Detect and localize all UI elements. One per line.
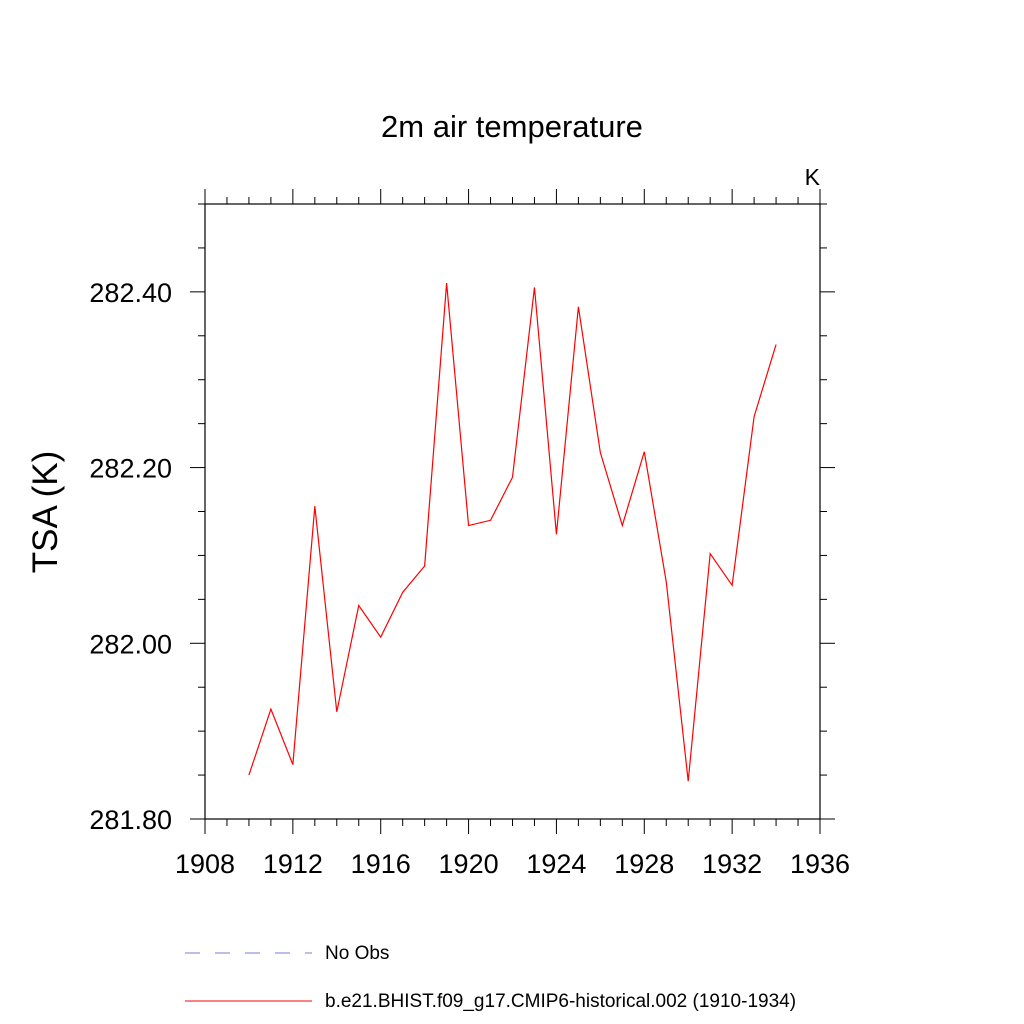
y-tick-label: 282.20: [89, 454, 172, 484]
legend-label-1: b.e21.BHIST.f09_g17.CMIP6-historical.002…: [325, 991, 796, 1012]
x-tick-label: 1932: [702, 849, 762, 879]
series-line-1: [248, 283, 777, 782]
y-tick-label: 281.80: [89, 805, 172, 835]
x-tick-label: 1928: [614, 849, 674, 879]
x-tick-label: 1912: [263, 849, 323, 879]
units-label: K: [805, 164, 821, 190]
chart-title: 2m air temperature: [381, 109, 643, 144]
y-tick-label: 282.00: [89, 629, 172, 659]
legend: No Obs b.e21.BHIST.f09_g17.CMIP6-historic…: [185, 943, 796, 1012]
legend-label-0: No Obs: [325, 943, 389, 964]
plot-frame: [204, 203, 821, 820]
y-axis-label: TSA (K): [26, 451, 65, 574]
axis-ticks: [190, 189, 835, 834]
series-layer: [248, 283, 777, 782]
x-tick-label: 1916: [351, 849, 411, 879]
x-tick-label: 1936: [790, 849, 850, 879]
y-tick-label: 282.40: [89, 278, 172, 308]
x-tick-label: 1920: [439, 849, 499, 879]
axis-tick-labels: 1908 1912 1916 1920 1924 1928 1932 1936 281.80 28…: [89, 278, 850, 879]
x-tick-label: 1924: [526, 849, 586, 879]
x-tick-label: 1908: [175, 849, 235, 879]
